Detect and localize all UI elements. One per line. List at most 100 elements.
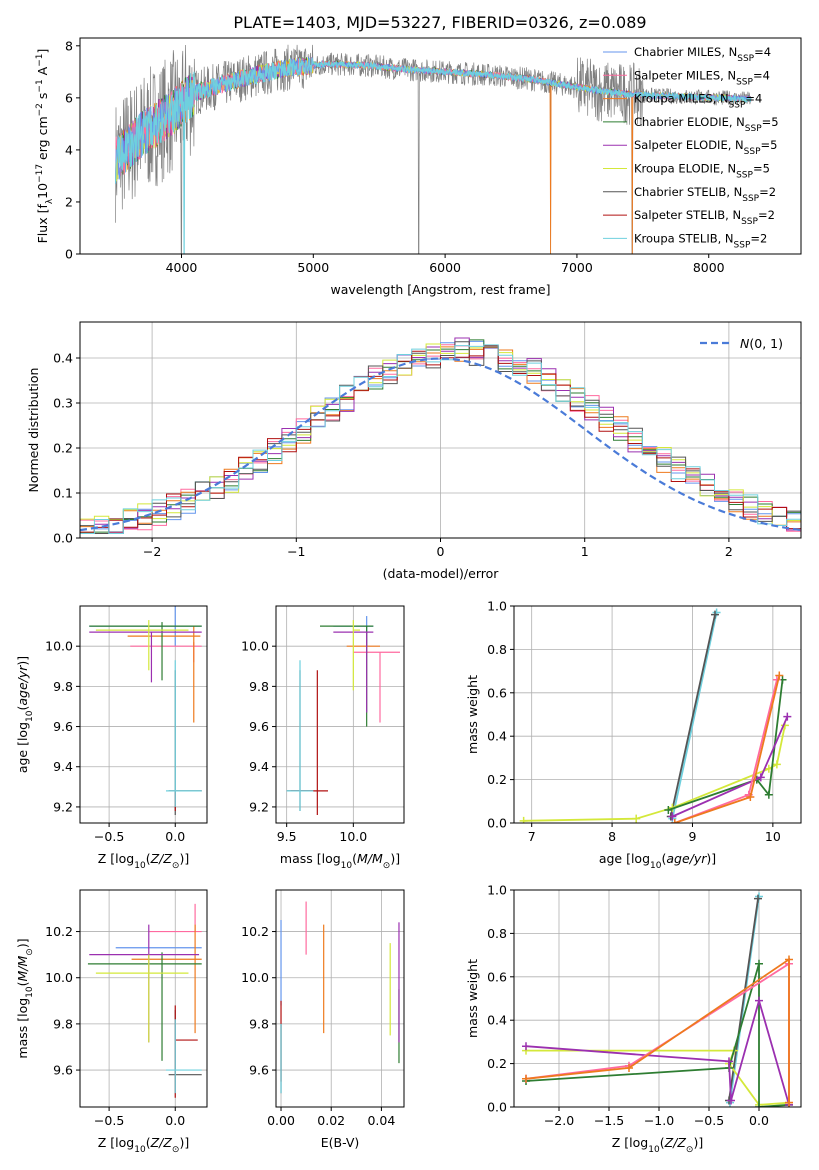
x-tick-label: 4000 [166,260,198,275]
y-tick-label: 1.0 [487,599,507,614]
y-tick-label: 1.0 [487,883,507,898]
y-tick-label: 9.8 [53,679,73,694]
x-tick-label: 0.02 [317,1113,345,1128]
x-tick-label: 10 [765,829,781,844]
y-tick-label: 8 [65,38,73,53]
x-tick-label: 5000 [297,260,329,275]
x-tick-label: −0.5 [694,1113,724,1128]
legend-entry-gaussian: N(0, 1) [740,336,783,351]
legend-entry-chab_miles: Chabrier MILES, NSSP=4 [634,45,771,64]
x-tick-label: 7 [528,829,536,844]
axes-frame [79,37,802,255]
x-tick-label: 0.0 [749,1113,769,1128]
x-tick-label: 6000 [429,260,461,275]
y-tick-label: 0.4 [487,1013,507,1028]
y-tick-label: 2 [65,194,73,209]
x-tick-label: 0.04 [367,1113,395,1128]
weight-marker-krou_elodie [632,814,641,823]
histogram-xlabel: (data-model)/error [383,566,500,581]
xlabel-weight_vs_age: age [log10(age/yr)] [599,851,716,871]
frame-spectrum: 4000 5000 6000 7000 8000 0 2 4 6 8 [65,37,802,275]
y-tick-label: 9.6 [53,1063,73,1078]
xlabel-age_vs_mass: mass [log10(M/M⊙)] [280,851,400,871]
weight-marker-krou_miles [625,1063,633,1072]
weight-marker-chab_elodie [664,805,673,814]
frame-age_vs_mass: 9.5 10.0 9.2 9.4 9.6 9.8 10.0 [241,605,405,844]
histogram-legend: N(0, 1) [700,336,783,351]
y-tick-label: 9.2 [53,799,73,814]
x-tick-label: −1.5 [594,1113,624,1128]
weight-line-krou_elodie [523,725,786,822]
weight-line-chab_elodie [668,679,784,811]
y-tick-label: 9.2 [249,799,269,814]
xlabel-weight_vs_Z: Z [log10(Z/Z⊙)] [612,1135,703,1155]
axes-frame [513,889,802,1108]
x-tick-label: −0.5 [94,1113,124,1128]
y-tick-label: 10.2 [45,924,73,939]
x-tick-label: 0.0 [165,1113,185,1128]
figure-title: PLATE=1403, MJD=53227, FIBERID=0326, z=0… [233,13,646,32]
axes-frame [79,605,208,824]
weight-marker-salp_elodie [755,996,763,1005]
legend-entry-chab_stelib: Chabrier STELIB, NSSP=2 [634,185,776,204]
weight-line-chab_stelib [669,614,716,817]
x-tick-label: 10.0 [339,829,367,844]
y-tick-label: 0.3 [53,396,73,411]
weight-line-chab_stelib [728,898,759,1101]
weight-marker-salp_elodie [783,712,792,721]
errorbar-plot-mass_vs_EBV [280,901,400,1094]
y-tick-label: 0.6 [487,685,507,700]
weight-marker-chab_elodie [764,790,773,799]
weight-marker-krou_miles [785,955,793,964]
weight-marker-krou_elodie [519,816,528,823]
x-tick-label: 0.0 [165,829,185,844]
x-tick-label: 1 [581,544,589,559]
weights-plot-weight_vs_age [519,608,792,823]
weights-plot-weight_vs_Z [522,892,793,1107]
y-tick-label: 0.4 [53,351,73,366]
axes-mass_vs_EBV [276,890,404,1107]
errorbar-plot-mass_vs_Z [87,903,202,1098]
weight-marker-chab_stelib [754,894,762,903]
y-tick-label: 4 [65,142,73,157]
weight-line-salp_elodie [525,997,790,1106]
y-tick-label: 0.4 [487,729,507,744]
x-tick-label: 9 [688,829,696,844]
y-tick-label: 0 [65,247,73,262]
histogram-krou_stelib [80,344,801,534]
histogram-plot [80,337,801,534]
legend-entry-chab_elodie: Chabrier ELODIE, NSSP=5 [634,115,779,134]
xlabel-mass_vs_EBV: E(B-V) [321,1135,360,1150]
y-tick-label: 9.4 [53,759,73,774]
ylabel-mass_vs_Z: mass [log10(M/M⊙)] [15,938,35,1058]
y-tick-label: 0.8 [487,642,507,657]
legend-entry-krou_stelib: Kroupa STELIB, NSSP=2 [634,231,767,250]
y-tick-label: 9.8 [249,679,269,694]
y-tick-label: 9.6 [249,719,269,734]
legend-entry-krou_miles: Kroupa MILES, NSSP=4 [634,92,762,111]
y-tick-label: 9.6 [249,1063,269,1078]
spectrum-plot [115,44,752,254]
y-tick-label: 10.0 [241,639,269,654]
x-tick-label: 2 [725,544,733,559]
xlabel-age_vs_Z: Z [log10(Z/Z⊙)] [98,851,189,871]
histogram-ylabel: Normed distribution [26,368,41,493]
frame-mass_vs_Z: −0.5 0.0 9.6 9.8 10.0 10.2 [45,889,208,1128]
spectrum-xlabel: wavelength [Angstrom, rest frame] [330,282,550,297]
weight-line-krou_stelib [671,612,718,819]
spectrum-ylabel: Flux [fλ10−17 erg cm−2 s−1 A−1] [35,49,55,244]
frame-weight_vs_age: 7 8 9 10 0.0 0.2 0.4 0.6 0.8 1.0 [487,599,802,844]
x-tick-label: −2.0 [544,1113,574,1128]
y-tick-label: 0.0 [487,816,507,831]
y-tick-label: 0.1 [53,486,73,501]
weight-marker-krou_miles [775,671,784,680]
spectrum-legend: Chabrier MILES, NSSP=4 Salpeter MILES, NS… [603,45,779,250]
y-tick-label: 0.0 [53,531,73,546]
weight-marker-krou_elodie [772,760,781,769]
weight-line-krou_miles [525,957,790,1103]
y-tick-label: 9.8 [249,1016,269,1031]
weight-marker-krou_miles [522,1074,530,1083]
x-tick-label: 7000 [561,260,593,275]
y-tick-label: 0.2 [487,772,507,787]
weight-marker-krou_miles [670,819,679,823]
